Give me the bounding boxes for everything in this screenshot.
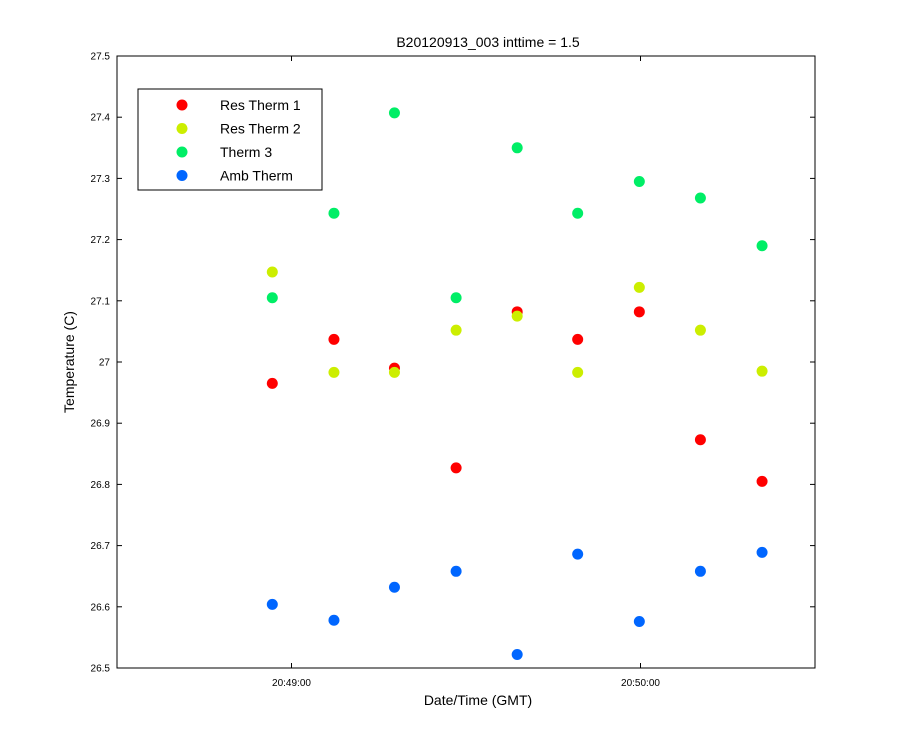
data-point (388, 107, 400, 119)
data-point (694, 192, 706, 204)
y-tick-label: 26.9 (91, 419, 111, 430)
data-point (633, 281, 645, 293)
legend-marker (176, 123, 188, 134)
data-point (388, 366, 400, 378)
data-point (450, 324, 462, 336)
y-tick-label: 26.6 (91, 602, 111, 613)
series-amb-therm (266, 546, 768, 661)
y-axis: 26.5 26.6 26.7 26.8 26.9 27 27.1 27.2 27.3 27.4 27… (91, 52, 815, 675)
data-point (511, 142, 523, 154)
legend-marker (176, 146, 188, 158)
data-point (756, 475, 768, 487)
data-point (266, 292, 278, 304)
y-tick-label: 27.4 (91, 113, 111, 124)
series-res-therm-1 (266, 306, 768, 487)
data-point (450, 462, 462, 474)
data-point (328, 366, 340, 378)
x-axis-label: Date/Time (GMT) (424, 692, 532, 708)
data-point (633, 175, 645, 187)
data-point (450, 292, 462, 304)
legend-entry: Therm 3 (220, 144, 272, 160)
series-res-therm-2 (266, 266, 768, 378)
legend: Res Therm 1 Res Therm 2 Therm 3 Amb Therm (137, 88, 323, 191)
data-point (266, 598, 278, 610)
data-points (266, 107, 768, 661)
data-point (511, 649, 523, 661)
data-point (572, 548, 584, 560)
series-therm-3 (266, 107, 768, 304)
data-point (572, 366, 584, 378)
data-point (756, 240, 768, 252)
data-point (328, 333, 340, 345)
x-tick-label: 20:49:00 (272, 678, 311, 689)
data-point (450, 565, 462, 577)
y-tick-label: 27.1 (91, 296, 111, 307)
data-point (756, 365, 768, 377)
data-point (266, 266, 278, 278)
y-tick-label: 27.2 (91, 235, 111, 246)
legend-box (137, 88, 323, 191)
legend-marker (176, 170, 188, 181)
x-axis: 20:49:00 20:50:00 (272, 56, 660, 689)
y-tick-label: 27.3 (91, 174, 111, 185)
legend-entry: Res Therm 1 (220, 97, 301, 113)
data-point (266, 377, 278, 389)
legend-entry: Res Therm 2 (220, 121, 301, 137)
data-point (633, 306, 645, 318)
data-point (694, 434, 706, 446)
y-tick-label: 26.5 (91, 664, 111, 675)
data-point (511, 310, 523, 322)
y-tick-label: 26.7 (91, 541, 111, 552)
legend-marker (176, 99, 188, 111)
legend-entry: Amb Therm (220, 168, 293, 184)
y-tick-label: 27.5 (91, 52, 111, 63)
y-tick-label: 26.8 (91, 480, 111, 491)
x-tick-label: 20:50:00 (621, 678, 660, 689)
data-point (328, 614, 340, 626)
data-point (572, 207, 584, 219)
data-point (694, 565, 706, 577)
data-point (572, 333, 584, 345)
y-axis-label: Temperature (C) (61, 311, 77, 413)
data-point (328, 207, 340, 219)
chart-title: B20120913_003 inttime = 1.5 (396, 34, 580, 50)
y-tick-label: 27 (99, 358, 111, 369)
data-point (756, 546, 768, 558)
data-point (694, 324, 706, 336)
data-point (633, 615, 645, 627)
data-point (388, 581, 400, 593)
